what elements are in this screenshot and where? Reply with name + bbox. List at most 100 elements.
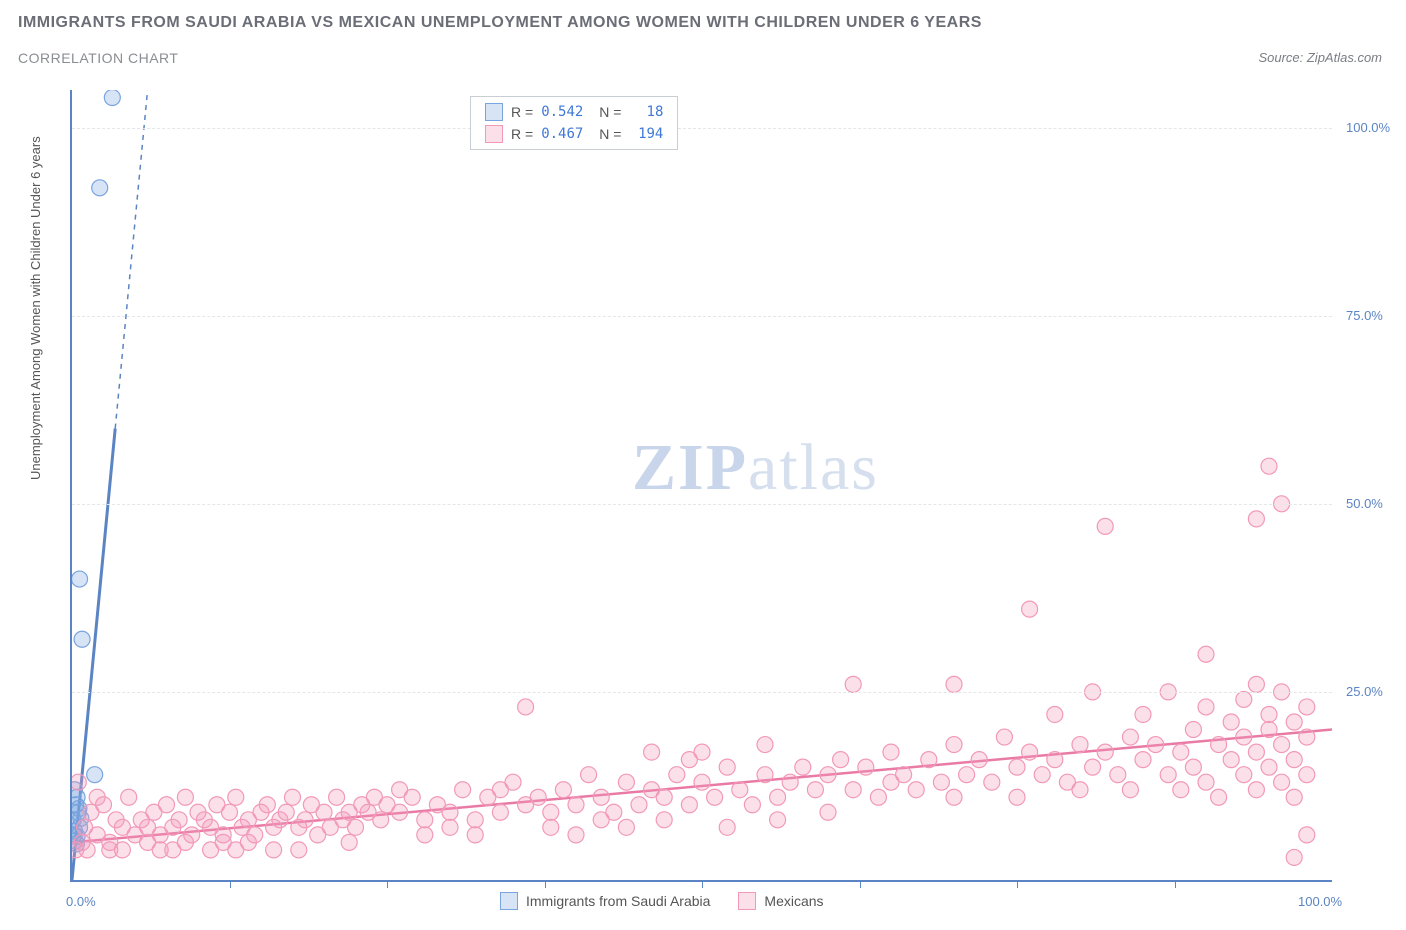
- data-point: [631, 797, 647, 813]
- data-point: [833, 752, 849, 768]
- data-point: [858, 759, 874, 775]
- data-point: [1072, 782, 1088, 798]
- data-point: [1236, 691, 1252, 707]
- data-point: [1299, 699, 1315, 715]
- grid-line: [72, 504, 1332, 505]
- y-axis-label: Unemployment Among Women with Children U…: [28, 136, 43, 480]
- data-point: [492, 804, 508, 820]
- data-point: [1034, 767, 1050, 783]
- legend-series-label: Mexicans: [764, 893, 823, 909]
- data-point: [820, 804, 836, 820]
- data-point: [121, 789, 137, 805]
- grid-line: [72, 128, 1332, 129]
- data-point: [1248, 676, 1264, 692]
- legend-r-value: 0.467: [541, 126, 591, 142]
- y-tick-label: 100.0%: [1346, 120, 1390, 135]
- data-point: [681, 752, 697, 768]
- data-point: [1299, 729, 1315, 745]
- data-point: [543, 819, 559, 835]
- data-point: [392, 782, 408, 798]
- data-point: [946, 737, 962, 753]
- data-point: [228, 842, 244, 858]
- data-point: [417, 827, 433, 843]
- data-point: [543, 804, 559, 820]
- data-point: [1122, 782, 1138, 798]
- data-point: [593, 789, 609, 805]
- data-point: [1286, 714, 1302, 730]
- data-point: [959, 767, 975, 783]
- data-point: [1185, 722, 1201, 738]
- data-point: [1274, 737, 1290, 753]
- chart-source: Source: ZipAtlas.com: [1258, 50, 1382, 65]
- legend-series-label: Immigrants from Saudi Arabia: [526, 893, 710, 909]
- data-point: [177, 834, 193, 850]
- data-point: [152, 842, 168, 858]
- data-point: [908, 782, 924, 798]
- data-point: [1286, 849, 1302, 865]
- data-point: [348, 819, 364, 835]
- data-point: [1261, 458, 1277, 474]
- x-tick-label: 0.0%: [66, 894, 96, 909]
- data-point: [1022, 744, 1038, 760]
- data-point: [1211, 737, 1227, 753]
- data-point: [581, 767, 597, 783]
- data-point: [228, 789, 244, 805]
- x-tick-mark: [860, 880, 861, 888]
- data-point: [373, 812, 389, 828]
- data-point: [467, 812, 483, 828]
- data-point: [669, 767, 685, 783]
- legend-series-item: Immigrants from Saudi Arabia: [500, 892, 710, 910]
- data-point: [1286, 789, 1302, 805]
- data-point: [820, 767, 836, 783]
- data-point: [555, 782, 571, 798]
- data-point: [1211, 789, 1227, 805]
- data-point: [971, 752, 987, 768]
- data-point: [285, 789, 301, 805]
- data-point: [177, 789, 193, 805]
- y-tick-label: 50.0%: [1346, 496, 1383, 511]
- y-tick-label: 75.0%: [1346, 308, 1383, 323]
- data-point: [455, 782, 471, 798]
- legend-r-value: 0.542: [541, 104, 591, 120]
- data-point: [1274, 774, 1290, 790]
- data-point: [1160, 767, 1176, 783]
- data-point: [1022, 601, 1038, 617]
- legend-swatch: [485, 125, 503, 143]
- data-point: [518, 699, 534, 715]
- legend-series: Immigrants from Saudi Arabia Mexicans: [500, 892, 824, 910]
- data-point: [656, 789, 672, 805]
- data-point: [1223, 714, 1239, 730]
- data-point: [870, 789, 886, 805]
- data-point: [1198, 774, 1214, 790]
- legend-swatch: [485, 103, 503, 121]
- data-point: [74, 631, 90, 647]
- data-point: [656, 812, 672, 828]
- data-point: [341, 834, 357, 850]
- chart-title: IMMIGRANTS FROM SAUDI ARABIA VS MEXICAN …: [18, 14, 982, 32]
- data-point: [845, 782, 861, 798]
- data-point: [807, 782, 823, 798]
- data-point: [297, 812, 313, 828]
- data-point: [222, 804, 238, 820]
- data-point: [72, 842, 84, 858]
- data-point: [744, 797, 760, 813]
- legend-r-label: R =: [511, 126, 533, 142]
- data-point: [104, 90, 120, 106]
- x-tick-mark: [1175, 880, 1176, 888]
- data-point: [492, 782, 508, 798]
- data-point: [719, 819, 735, 835]
- data-point: [1173, 782, 1189, 798]
- x-tick-mark: [702, 880, 703, 888]
- legend-n-label: N =: [599, 104, 621, 120]
- data-point: [329, 789, 345, 805]
- data-point: [1236, 767, 1252, 783]
- x-tick-label: 100.0%: [1298, 894, 1342, 909]
- scatter-svg: [72, 90, 1332, 880]
- data-point: [1122, 729, 1138, 745]
- data-point: [946, 676, 962, 692]
- data-point: [896, 767, 912, 783]
- legend-n-label: N =: [599, 126, 621, 142]
- data-point: [442, 819, 458, 835]
- data-point: [1047, 706, 1063, 722]
- data-point: [1097, 518, 1113, 534]
